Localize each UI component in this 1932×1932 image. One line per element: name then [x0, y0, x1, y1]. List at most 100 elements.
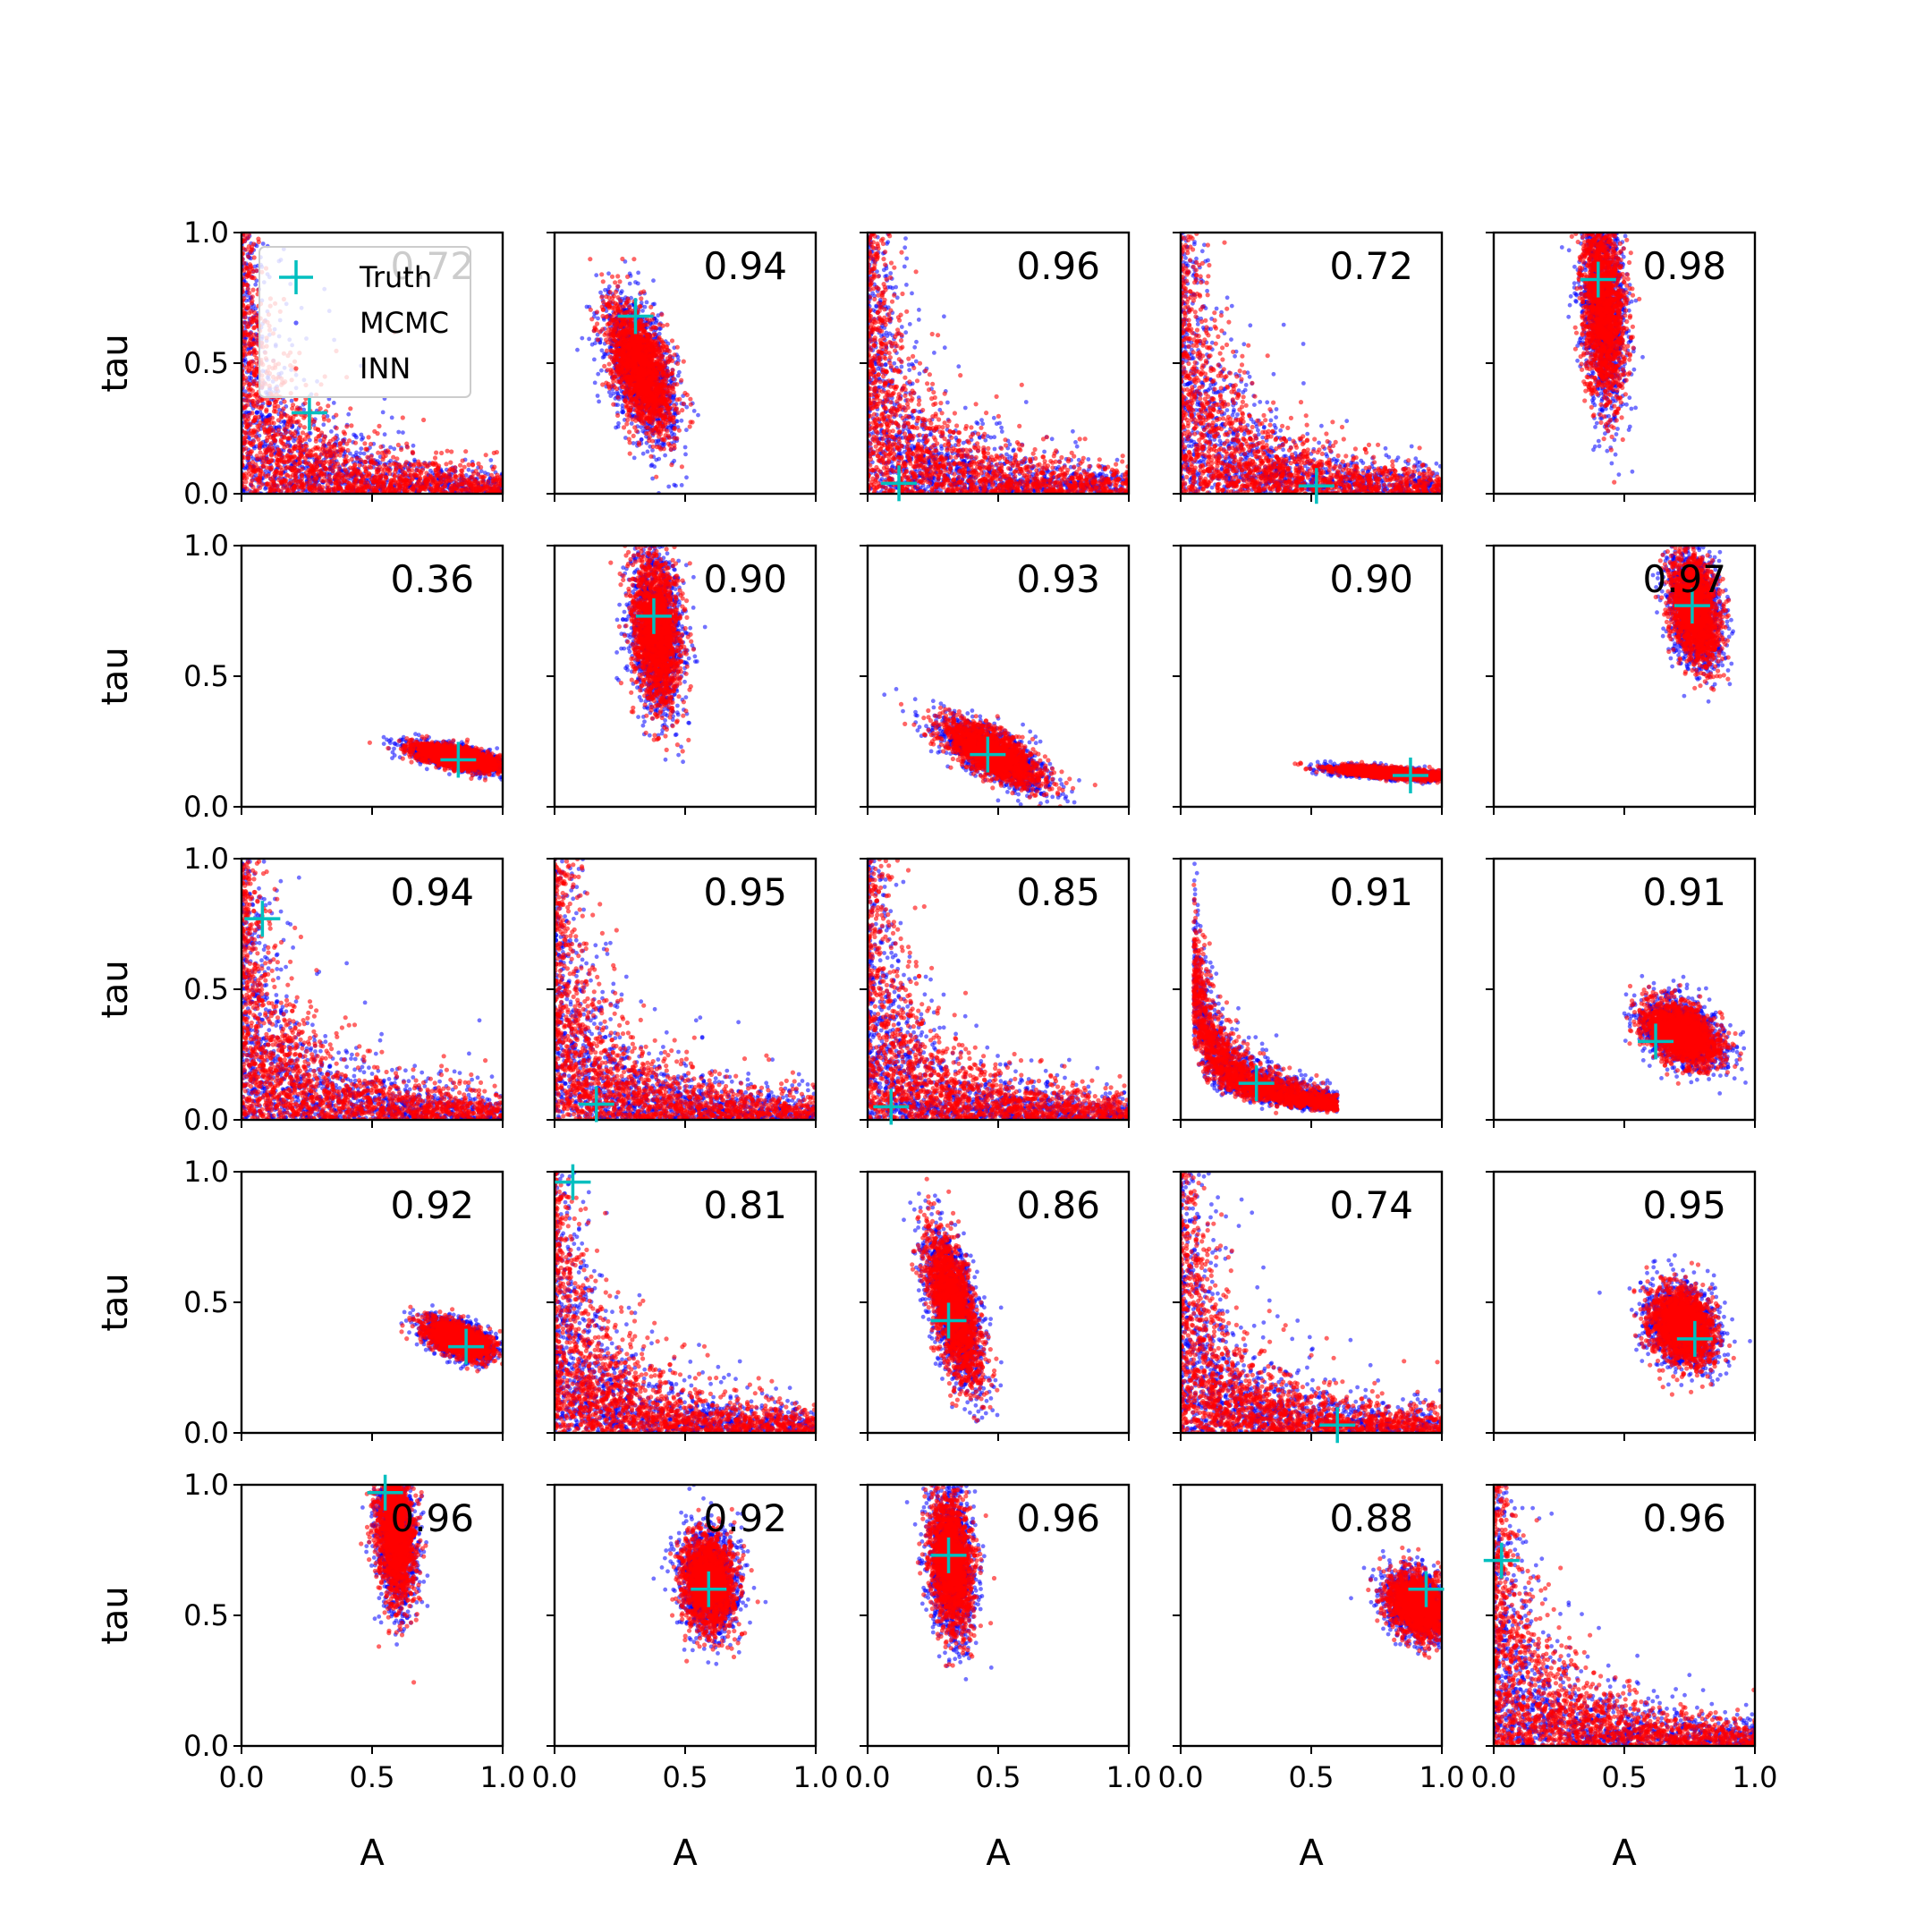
inn-point: [605, 349, 609, 353]
inn-point: [314, 436, 318, 441]
mcmc-point: [255, 411, 259, 415]
mcmc-point: [580, 336, 584, 341]
inn-point: [328, 478, 333, 482]
inn-point: [269, 453, 274, 458]
inn-point: [302, 444, 307, 448]
inn-point: [333, 443, 337, 447]
inn-point: [246, 333, 250, 337]
inn-point: [275, 454, 279, 459]
mcmc-point: [352, 433, 356, 437]
inn-point: [282, 460, 286, 464]
mcmc-point: [616, 421, 621, 426]
inn-point: [458, 478, 462, 482]
mcmc-point: [359, 446, 363, 451]
mcmc-point: [593, 381, 597, 386]
inn-point: [353, 441, 358, 445]
inn-point: [307, 485, 311, 489]
inn-point: [258, 445, 262, 450]
inn-point: [254, 318, 258, 323]
mcmc-point: [381, 411, 386, 415]
inn-point: [589, 308, 593, 312]
inn-point: [392, 462, 396, 466]
mcmc-point: [641, 452, 646, 456]
mcmc-point: [575, 348, 580, 352]
y-tick-label: 1.0: [183, 216, 229, 250]
inn-point: [249, 464, 253, 469]
inn-point: [588, 257, 592, 261]
inn-point: [267, 427, 272, 431]
inn-point: [407, 469, 411, 473]
inn-point: [479, 480, 483, 485]
inn-point: [308, 479, 312, 484]
inn-point: [415, 468, 419, 472]
inn-point: [247, 472, 251, 477]
inn-point: [474, 469, 479, 473]
inn-point: [276, 487, 281, 492]
mcmc-point: [488, 458, 493, 462]
inn-point: [348, 484, 352, 488]
inn-point: [463, 449, 468, 453]
inn-point: [467, 462, 471, 467]
mcmc-point: [636, 282, 640, 286]
inn-point: [399, 465, 403, 470]
inn-point: [675, 397, 680, 402]
inn-point: [453, 475, 458, 479]
inn-point: [393, 473, 397, 478]
inn-point: [247, 388, 251, 393]
inn-point: [352, 479, 357, 484]
inn-point: [419, 470, 423, 475]
inn-point: [327, 460, 332, 464]
inn-point: [448, 461, 453, 465]
mcmc-point: [628, 282, 632, 286]
inn-point: [252, 340, 257, 344]
inn-point: [437, 487, 442, 491]
inn-point: [246, 456, 250, 461]
inn-point: [246, 369, 250, 373]
inn-point: [251, 326, 256, 330]
mcmc-point: [396, 430, 401, 435]
inn-point: [596, 337, 600, 342]
inn-point: [251, 399, 256, 403]
inn-point: [381, 454, 386, 459]
inn-point: [279, 415, 284, 419]
inn-point: [266, 482, 270, 487]
inn-point: [243, 446, 248, 451]
mcmc-point: [290, 399, 294, 403]
inn-point: [365, 455, 369, 460]
inn-point: [653, 332, 657, 336]
inn-point: [252, 428, 257, 432]
inn-point: [314, 468, 318, 472]
inn-point: [301, 448, 306, 453]
inn-point: [599, 272, 604, 276]
mcmc-point: [346, 412, 351, 417]
inn-point: [349, 423, 353, 428]
inn-point: [286, 419, 291, 423]
inn-point: [414, 473, 419, 478]
inn-point: [434, 451, 438, 455]
inn-point: [444, 462, 448, 466]
mcmc-point: [332, 401, 336, 405]
inn-point: [320, 485, 325, 489]
inn-point: [321, 447, 326, 452]
inn-point: [269, 458, 274, 462]
inn-point: [300, 467, 304, 471]
inn-point: [665, 323, 669, 327]
inn-point: [416, 484, 420, 488]
mcmc-point: [674, 484, 678, 488]
inn-point: [685, 393, 690, 397]
inn-point: [274, 410, 278, 414]
inn-point: [300, 473, 304, 478]
inn-point: [245, 423, 250, 428]
inn-point: [369, 477, 374, 481]
mcmc-point: [640, 309, 645, 313]
inn-point: [439, 451, 444, 455]
inn-point: [279, 451, 284, 455]
inn-point: [326, 483, 330, 487]
inn-point: [670, 338, 674, 343]
mcmc-point: [645, 301, 649, 305]
inn-point: [279, 471, 284, 476]
inn-point: [292, 487, 296, 492]
inn-point: [369, 465, 373, 470]
mcmc-point: [643, 305, 648, 309]
inn-point: [433, 461, 437, 465]
